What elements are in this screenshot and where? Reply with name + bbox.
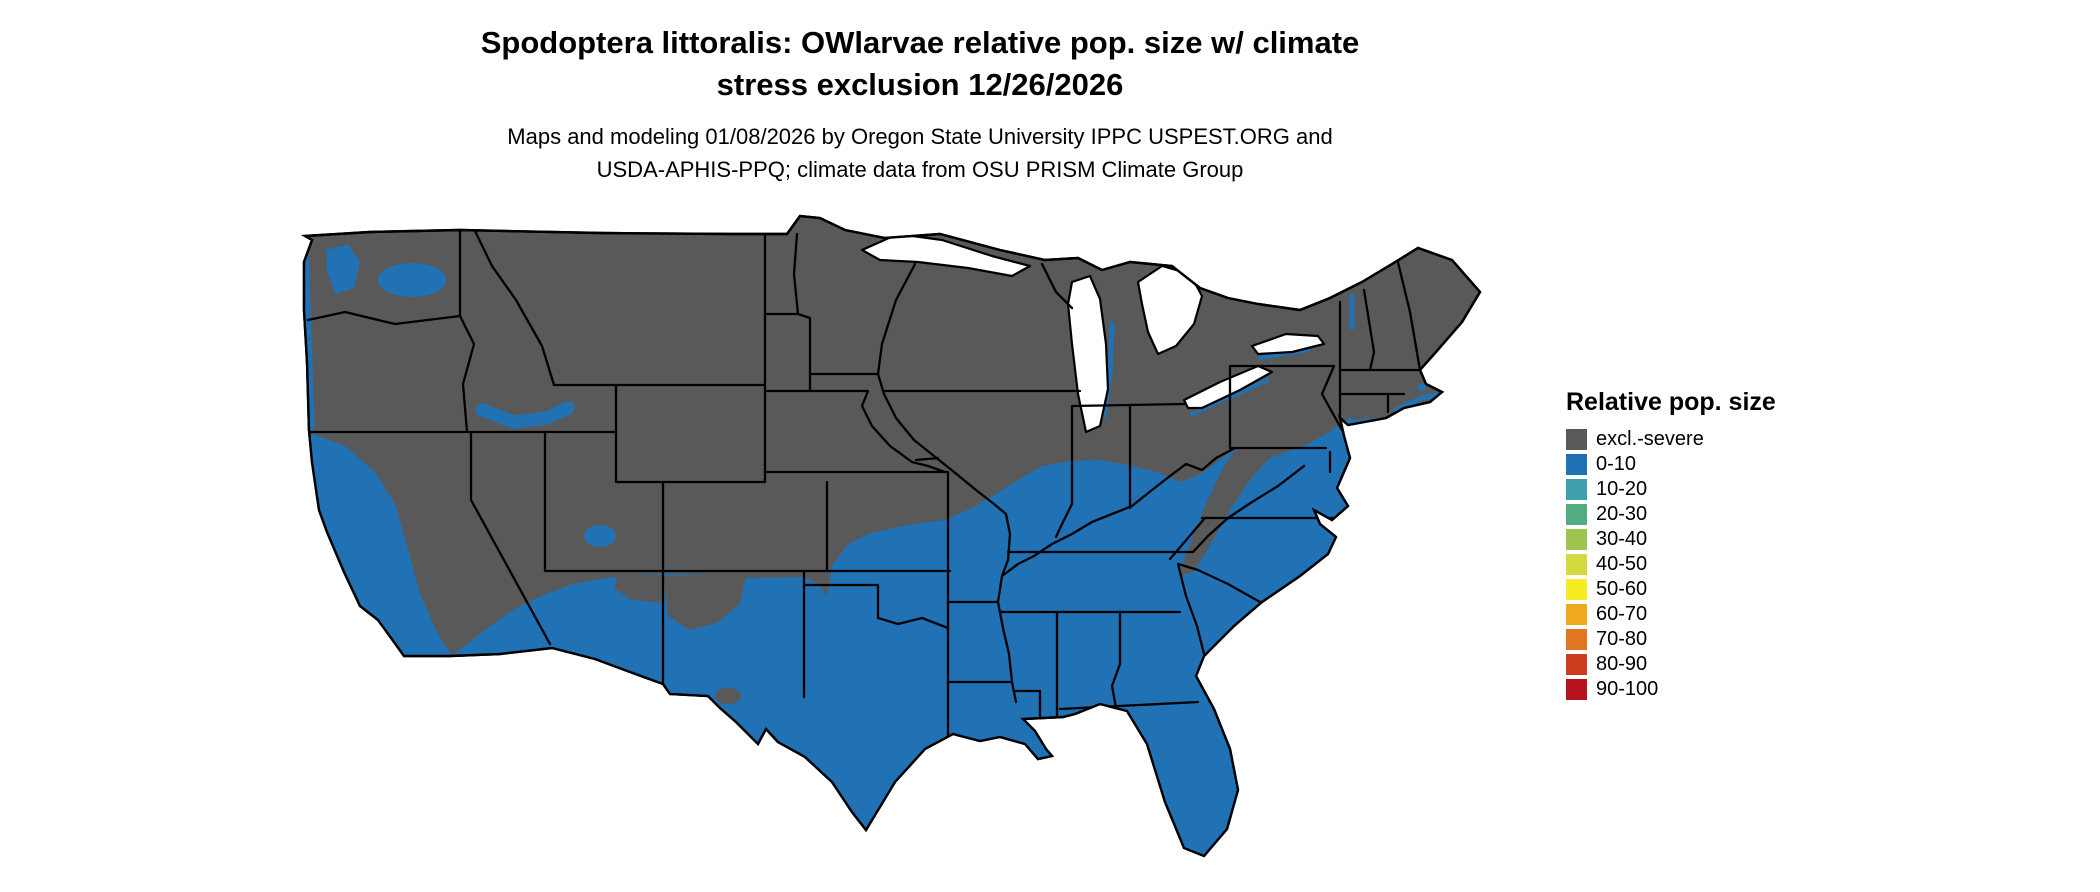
legend-swatch-70-80 bbox=[1566, 629, 1587, 650]
legend-item: 40-50 bbox=[1566, 552, 1776, 577]
boston-coast-patch bbox=[1418, 383, 1426, 391]
legend-item: 20-30 bbox=[1566, 502, 1776, 527]
legend-swatch-30-40 bbox=[1566, 529, 1587, 550]
legend-label: 50-60 bbox=[1596, 578, 1648, 600]
legend-swatch-50-60 bbox=[1566, 579, 1587, 600]
legend-swatch-10-20 bbox=[1566, 479, 1587, 500]
legend-label: excl.-severe bbox=[1596, 428, 1704, 450]
puget-sound-patch bbox=[326, 244, 360, 294]
lake-michigan bbox=[1066, 274, 1110, 434]
columbia-basin-patch bbox=[378, 263, 446, 297]
legend-item: 60-70 bbox=[1566, 602, 1776, 627]
legend-label: 10-20 bbox=[1596, 478, 1648, 500]
ne-arizona-excluded-pocket bbox=[614, 575, 663, 603]
legend-swatch-20-30 bbox=[1566, 504, 1587, 525]
legend: Relative pop. size excl.-severe 0-10 10-… bbox=[1566, 388, 1776, 702]
legend-title: Relative pop. size bbox=[1566, 388, 1776, 416]
florida-keys bbox=[1184, 860, 1206, 866]
legend-item: 30-40 bbox=[1566, 527, 1776, 552]
lake-erie bbox=[1182, 364, 1274, 410]
legend-label: 60-70 bbox=[1596, 603, 1648, 625]
legend-label: 0-10 bbox=[1596, 453, 1637, 475]
nw-new-mexico-excluded-pocket bbox=[663, 576, 746, 630]
lake-ontario-shore-strip bbox=[1258, 348, 1310, 360]
legend-swatch-40-50 bbox=[1566, 554, 1587, 575]
us-map bbox=[300, 204, 1520, 892]
lake-erie-shore-strip bbox=[1190, 378, 1270, 416]
legend-label: 30-40 bbox=[1596, 528, 1648, 550]
legend-item: 90-100 bbox=[1566, 677, 1776, 702]
legend-item: 0-10 bbox=[1566, 452, 1776, 477]
legend-swatch-90-100 bbox=[1566, 679, 1587, 700]
southern-new-england-coast-strip bbox=[1393, 392, 1439, 413]
legend-item: excl.-severe bbox=[1566, 427, 1776, 452]
utah-valley-patch bbox=[584, 525, 616, 547]
legend-item: 70-80 bbox=[1566, 627, 1776, 652]
west-texas-mountains-pocket bbox=[715, 688, 741, 704]
us-outline bbox=[300, 214, 1482, 858]
map-title-line1: Spodoptera littoralis: OWlarvae relative… bbox=[480, 25, 1360, 60]
legend-label: 90-100 bbox=[1596, 678, 1659, 700]
legend-item: 80-90 bbox=[1566, 652, 1776, 677]
legend-swatch-excl-severe bbox=[1566, 429, 1587, 450]
us-map-svg bbox=[300, 214, 1482, 866]
legend-label: 70-80 bbox=[1596, 628, 1648, 650]
map-subtitle-line2: USDA-APHIS-PPQ; climate data from OSU PR… bbox=[596, 157, 1244, 182]
map-subtitle-line1: Maps and modeling 01/08/2026 by Oregon S… bbox=[507, 124, 1333, 149]
legend-swatch-0-10 bbox=[1566, 454, 1587, 475]
map-title-line2: stress exclusion 12/26/2026 bbox=[716, 67, 1124, 102]
map-subtitle: Maps and modeling 01/08/2026 by Oregon S… bbox=[250, 120, 1590, 186]
legend-label: 20-30 bbox=[1596, 503, 1648, 525]
state-borders bbox=[306, 228, 1422, 738]
map-header: Spodoptera littoralis: OWlarvae relative… bbox=[250, 22, 1590, 186]
legend-item: 10-20 bbox=[1566, 477, 1776, 502]
snake-river-plain-patch bbox=[475, 401, 575, 429]
lake-ontario bbox=[1250, 332, 1326, 356]
legend-label: 80-90 bbox=[1596, 653, 1648, 675]
legend-item: 50-60 bbox=[1566, 577, 1776, 602]
legend-swatch-60-70 bbox=[1566, 604, 1587, 625]
lake-superior bbox=[860, 232, 1032, 278]
legend-label: 40-50 bbox=[1596, 553, 1648, 575]
legend-swatch-80-90 bbox=[1566, 654, 1587, 675]
